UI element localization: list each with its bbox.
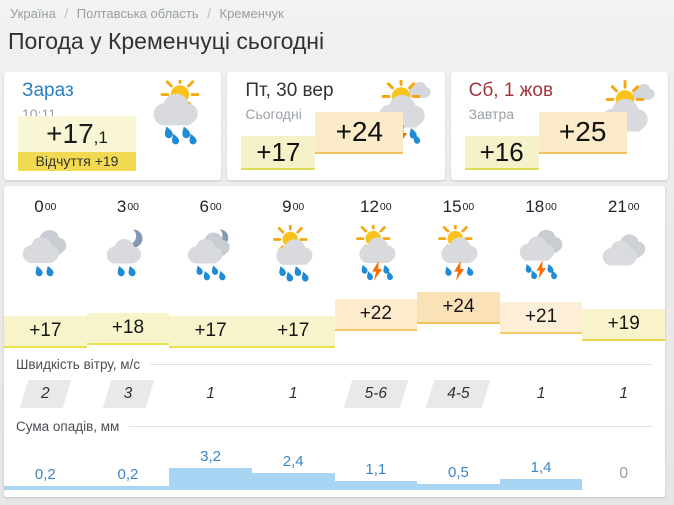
- hour-15-wind: 4-5: [417, 376, 500, 412]
- hour-15-time: 15 00: [442, 197, 475, 216]
- today-temp-high: +24: [315, 112, 404, 154]
- day-cards: Зараз 10:11 +17,1 Відчуття +19 Пт, 30 ве…: [4, 72, 668, 180]
- current-temperature: +17,1: [18, 116, 136, 152]
- card-tomorrow[interactable]: Сб, 1 жов Завтра +16 +25: [450, 72, 668, 180]
- hour-12-wind: 5-6: [335, 376, 418, 412]
- today-temp-low: +17: [241, 136, 316, 170]
- hour-9-temp: +17: [251, 316, 335, 348]
- hour-12-precip: 1,1: [365, 461, 387, 478]
- hour-6-wind: 1: [206, 385, 215, 402]
- breadcrumb-city[interactable]: Кременчук: [219, 6, 284, 21]
- hour-6-temp: +17: [169, 316, 252, 348]
- wind-label: Швидкість вітру, м/с: [16, 356, 140, 372]
- hour-6-time: 6 00: [199, 197, 222, 216]
- card-today[interactable]: Пт, 30 вер Сьогодні +17 +24: [227, 72, 445, 180]
- card-tomorrow-sublabel: Завтра: [468, 106, 515, 122]
- hour-9-wind: 1: [288, 385, 298, 402]
- current-temperature-frac: ,1: [93, 128, 108, 147]
- hourly-panel: 0 00 3 00 6 00 9 00 12 00 15 00 18 00 21 00 +17 +18 +17 +1…: [4, 186, 665, 497]
- hour-3-wind: 3: [87, 376, 170, 412]
- precip-bar: [334, 481, 418, 490]
- moon-clouds-rain-icon: [169, 222, 252, 286]
- current-temperature-int: +17: [46, 118, 94, 149]
- precip-label: Сума опадів, мм: [16, 418, 120, 434]
- breadcrumb-country[interactable]: Україна: [10, 6, 56, 21]
- hour-6-precip: 3,2: [200, 448, 221, 465]
- hour-18-wind: 1: [536, 385, 546, 402]
- hour-temps-row: +17 +18 +17 +17 +22 +24 +21 +19: [4, 288, 665, 350]
- breadcrumb: Україна / Полтавська область / Кременчук: [10, 6, 324, 21]
- moon-cloud-rain-icon: [87, 222, 170, 286]
- hour-18-temp: +21: [499, 302, 583, 335]
- card-today-label[interactable]: Пт, 30 вер: [245, 80, 334, 101]
- precip-bar: [499, 479, 583, 490]
- hour-0-time: 0 00: [34, 197, 57, 216]
- precip-bar: [251, 473, 335, 490]
- sun-cloud-storm-light-icon: [417, 222, 500, 286]
- hour-18-time: 18 00: [525, 197, 557, 216]
- hour-15-temp: +24: [417, 292, 500, 325]
- hour-12-time: 12 00: [360, 197, 392, 216]
- hour-icons-row: [4, 222, 665, 286]
- precip-chart: 0,2 0,2 3,2 2,4 1,1 0,5 1,4 0: [4, 438, 665, 493]
- breadcrumb-separator: /: [207, 6, 211, 21]
- page-header: Україна / Полтавська область / Кременчук…: [8, 6, 325, 55]
- hour-0-temp: +17: [4, 316, 87, 348]
- hour-3-temp: +18: [86, 312, 170, 345]
- sun-cloud-rain-icon: [145, 80, 211, 146]
- hour-21-precip: 0: [619, 465, 629, 482]
- precip-bar: [417, 484, 500, 490]
- precip-bar: [86, 486, 170, 490]
- clouds-rain-icon: [4, 222, 87, 286]
- wind-section-header: Швидкість вітру, м/с: [4, 352, 665, 376]
- hour-21-wind: 1: [619, 385, 628, 402]
- hour-0-wind: 2: [4, 376, 87, 412]
- precip-section-header: Сума опадів, мм: [4, 414, 665, 438]
- page-title: Погода у Кременчуці сьогодні: [8, 28, 325, 54]
- hour-0-precip: 0,2: [34, 466, 56, 483]
- tomorrow-temp-low: +16: [464, 136, 539, 170]
- card-today-sublabel: Сьогодні: [245, 106, 302, 122]
- hour-9-precip: 2,4: [282, 453, 304, 470]
- hour-9-time: 9 00: [282, 197, 305, 216]
- clouds-storm-icon: [500, 222, 583, 286]
- hour-12-temp: +22: [334, 299, 418, 331]
- hour-21-temp: +19: [582, 309, 665, 342]
- precip-divider-line: [129, 425, 653, 427]
- sun-cloud-rain-icon: [252, 222, 335, 286]
- breadcrumb-region[interactable]: Полтавська область: [76, 6, 199, 21]
- precip-bar: [169, 468, 252, 490]
- clouds-icon: [582, 222, 665, 286]
- breadcrumb-separator: /: [64, 6, 69, 21]
- hour-times-row: 0 00 3 00 6 00 9 00 12 00 15 00 18 00 21 00: [4, 194, 665, 220]
- hour-3-precip: 0,2: [117, 466, 139, 483]
- sun-cloud-storm-icon: [335, 222, 418, 286]
- tomorrow-temp-high: +25: [538, 112, 627, 154]
- hour-15-precip: 0,5: [448, 464, 469, 481]
- hour-18-precip: 1,4: [530, 459, 552, 476]
- feels-like-badge: Відчуття +19: [18, 152, 136, 171]
- precip-bar: [4, 486, 87, 490]
- card-now-label[interactable]: Зараз: [22, 80, 74, 101]
- hour-winds-row: 2 3 1 1 5-6 4-5 1 1: [4, 376, 665, 412]
- hour-3-time: 3 00: [116, 197, 140, 216]
- card-tomorrow-label[interactable]: Сб, 1 жов: [468, 80, 554, 101]
- card-now[interactable]: Зараз 10:11 +17,1 Відчуття +19: [4, 72, 222, 180]
- wind-divider-line: [149, 363, 653, 365]
- hour-21-time: 21 00: [607, 197, 640, 216]
